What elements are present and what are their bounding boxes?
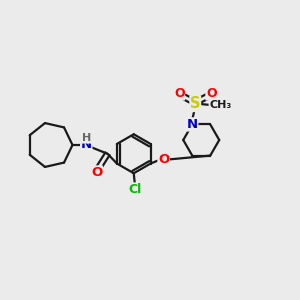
Text: O: O — [174, 87, 184, 100]
Text: O: O — [158, 153, 169, 166]
Text: CH₃: CH₃ — [209, 100, 231, 110]
Text: O: O — [206, 87, 217, 100]
Text: H: H — [82, 133, 92, 143]
Text: N: N — [187, 118, 198, 131]
Text: S: S — [190, 96, 200, 111]
Text: O: O — [91, 166, 102, 179]
Text: Cl: Cl — [128, 183, 142, 196]
Text: N: N — [81, 139, 92, 152]
